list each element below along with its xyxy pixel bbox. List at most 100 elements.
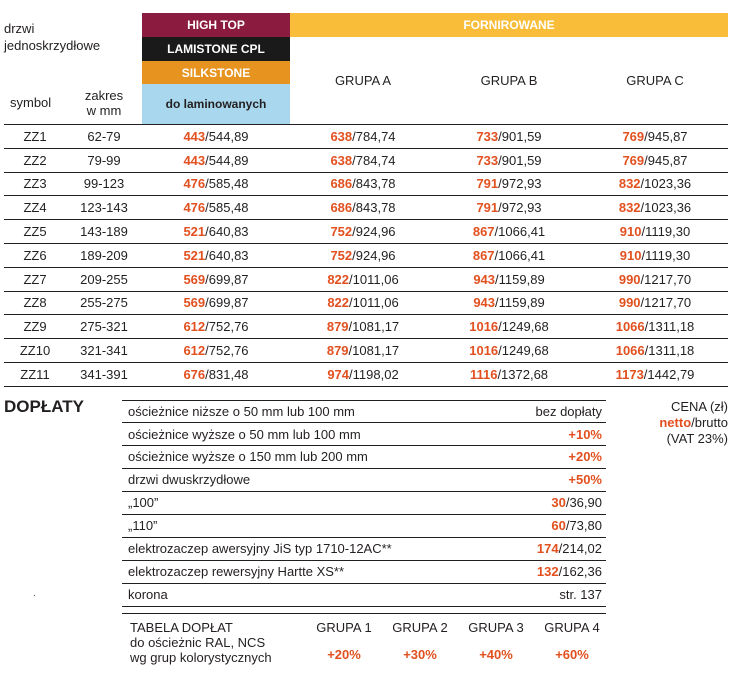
price-group-c: 910/1119,30 xyxy=(582,243,728,268)
row-symbol: ZZ4 xyxy=(4,195,66,221)
price-laminated: 476/585,48 xyxy=(142,172,290,197)
surcharge-value: +10% xyxy=(568,427,606,442)
net-price: 943 xyxy=(473,295,496,311)
price-group-c: 1066/1311,18 xyxy=(582,314,728,340)
price-group-b: 733/901,59 xyxy=(436,148,582,173)
net-price: 521 xyxy=(183,247,206,263)
net-price: 569 xyxy=(183,295,206,311)
net-price: 832 xyxy=(618,176,641,192)
gross-price: /1372,68 xyxy=(497,366,549,382)
surcharge-row: ościeżnice wyższe o 50 mm lub 100 mm +10% xyxy=(122,423,606,447)
net-price: 752 xyxy=(330,247,353,263)
price-group-a: 822/1011,06 xyxy=(290,291,436,316)
row-symbol: ZZ3 xyxy=(4,172,66,197)
price-group-c: 832/1023,36 xyxy=(582,195,728,221)
price-group-c: 1066/1311,18 xyxy=(582,338,728,363)
net-price: 822 xyxy=(327,295,350,311)
table-row: ZZ7 209-255 569/699,87 822/1011,06 943/1159,… xyxy=(4,267,728,292)
surcharge-value: 30/36,90 xyxy=(551,495,606,510)
surcharge-label: „100” xyxy=(128,495,159,511)
price-laminated: 443/544,89 xyxy=(142,148,290,173)
price-laminated: 569/699,87 xyxy=(142,291,290,316)
net-price: 1016 xyxy=(469,319,499,335)
band-lamistone: LAMISTONE CPL xyxy=(142,37,290,61)
price-group-a: 686/843,78 xyxy=(290,172,436,197)
gross-price: /1023,36 xyxy=(640,200,692,216)
net-price: 910 xyxy=(619,247,642,263)
net-price: 791 xyxy=(476,200,499,216)
price-group-b: 733/901,59 xyxy=(436,124,582,149)
gross-price: /1066,41 xyxy=(494,224,546,240)
gross-price: /1249,68 xyxy=(498,319,549,335)
range-header: zakres w mm xyxy=(84,88,124,118)
net-price: 521 xyxy=(183,224,206,240)
net-price: 569 xyxy=(183,271,206,287)
net-price: 769 xyxy=(622,152,645,168)
surcharge-label: korona xyxy=(128,586,168,602)
surcharge-row: ościeżnice niższe o 50 mm lub 100 mm bez … xyxy=(122,400,606,424)
surcharge-net: 30 xyxy=(551,495,566,511)
gross-price: /972,93 xyxy=(498,176,542,192)
row-range: 62-79 xyxy=(66,124,142,149)
table-row: ZZ5 143-189 521/640,83 752/924,96 867/1066,4… xyxy=(4,219,728,244)
gross-price: /640,83 xyxy=(205,247,249,263)
net-price: 686 xyxy=(330,176,353,192)
net-price: 974 xyxy=(327,366,350,382)
gross-price: /831,48 xyxy=(205,366,249,382)
price-group-a: 638/784,74 xyxy=(290,124,436,149)
row-range: 209-255 xyxy=(66,267,142,292)
price-laminated: 476/585,48 xyxy=(142,195,290,221)
surcharge-row: „110” 60/73,80 xyxy=(122,515,606,538)
price-group-b: 867/1066,41 xyxy=(436,219,582,244)
price-group-a: 752/924,96 xyxy=(290,219,436,244)
net-price: 1016 xyxy=(469,343,499,359)
surcharge-row: elektrozaczep rewersyjny Hartte XS** 132/… xyxy=(122,560,606,584)
surcharge-label: drzwi dwuskrzydłowe xyxy=(128,472,251,488)
net-price: 733 xyxy=(476,152,499,168)
gross-price: /1442,79 xyxy=(643,366,695,382)
band-laminated: do laminowanych xyxy=(142,84,290,124)
row-range: 123-143 xyxy=(66,195,142,221)
surcharge-label: ościeżnice niższe o 50 mm lub 100 mm xyxy=(128,403,355,419)
table-row: ZZ6 189-209 521/640,83 752/924,96 867/1066,4… xyxy=(4,243,728,268)
gross-price: /752,76 xyxy=(205,319,249,335)
net-price: 832 xyxy=(618,200,641,216)
surcharge-net: +10% xyxy=(568,426,602,442)
net-price: 879 xyxy=(326,319,349,335)
surcharge-top-border xyxy=(122,400,606,401)
gross-price: /544,89 xyxy=(205,128,249,144)
price-note-brutto: /brutto xyxy=(691,415,728,430)
net-price: 879 xyxy=(326,343,349,359)
price-group-a: 879/1081,17 xyxy=(290,314,436,340)
net-price: 990 xyxy=(618,295,641,311)
gross-price: /1066,41 xyxy=(494,247,546,263)
surcharge-net: 132 xyxy=(536,563,559,579)
gross-price: /1311,18 xyxy=(644,343,695,359)
group-a-header: GRUPA A xyxy=(334,73,392,88)
gross-price: /1217,70 xyxy=(640,271,692,287)
gross-price: /1159,89 xyxy=(495,295,545,311)
price-group-c: 832/1023,36 xyxy=(582,172,728,197)
surcharge-row: „100” 30/36,90 xyxy=(122,492,606,515)
gross-price: /1198,02 xyxy=(349,366,399,382)
surcharge-net: +20% xyxy=(568,449,602,465)
row-symbol: ZZ6 xyxy=(4,243,66,268)
price-group-a: 638/784,74 xyxy=(290,148,436,173)
gross-price: /784,74 xyxy=(352,128,396,144)
row-symbol: ZZ2 xyxy=(4,148,66,173)
table-row: ZZ8 255-275 569/699,87 822/1011,06 943/1159,… xyxy=(4,291,728,316)
surcharge-value: 174/214,02 xyxy=(537,541,606,556)
ral-group-value: +30% xyxy=(403,647,437,662)
price-group-b: 1016/1249,68 xyxy=(436,314,582,340)
price-note-vat: (VAT 23%) xyxy=(666,431,728,446)
price-laminated: 569/699,87 xyxy=(142,267,290,292)
gross-price: /901,59 xyxy=(498,152,542,168)
net-price: 612 xyxy=(183,343,206,359)
price-laminated: 443/544,89 xyxy=(142,124,290,149)
surcharge-label: elektrozaczep rewersyjny Hartte XS** xyxy=(128,563,345,579)
surcharge-value: str. 137 xyxy=(559,587,606,602)
surcharge-label: ościeżnice wyższe o 150 mm lub 200 mm xyxy=(128,449,368,465)
net-price: 443 xyxy=(183,152,206,168)
row-range: 275-321 xyxy=(66,314,142,340)
net-price: 638 xyxy=(330,128,353,144)
